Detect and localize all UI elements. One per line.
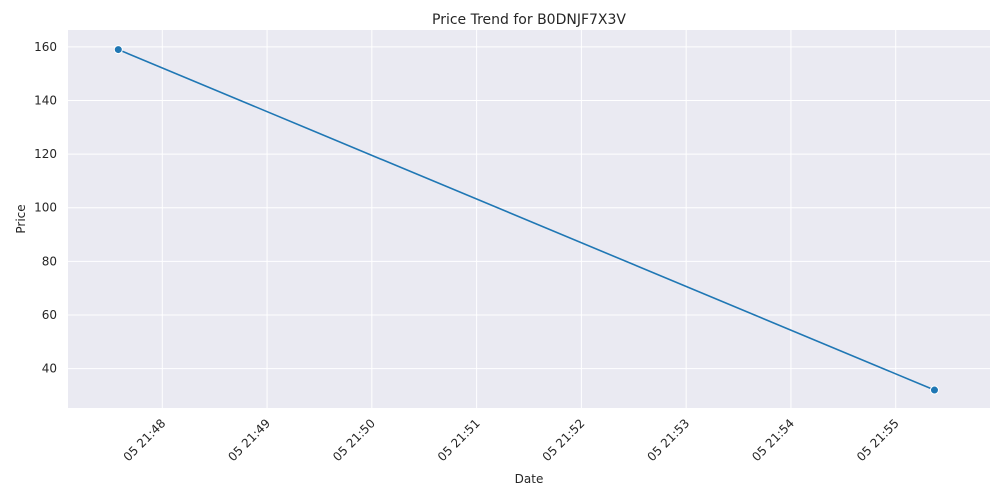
x-tick-label: 05 21:54 [749,416,797,464]
x-tick-labels: 05 21:48 05 21:49 05 21:50 05 21:51 05 21:52… [121,416,902,464]
x-tick-label: 05 21:49 [225,416,273,464]
price-data-point [113,45,123,55]
y-tick-label: 80 [42,254,57,268]
series-layer [113,45,939,395]
y-axis-label: Price [14,204,28,233]
y-tick-label: 120 [34,147,57,161]
x-tick-label: 05 21:51 [435,416,483,464]
y-tick-label: 160 [34,40,57,54]
x-gridlines [161,30,897,408]
x-tick-label: 05 21:55 [854,416,902,464]
x-tick-label: 05 21:48 [121,416,169,464]
y-tick-label: 40 [42,362,57,376]
y-tick-label: 60 [42,308,57,322]
y-gridlines [68,46,990,370]
x-axis-label: Date [515,472,544,486]
y-tick-label: 140 [34,94,57,108]
x-tick-label: 05 21:52 [540,416,588,464]
x-tick-label: 05 21:50 [330,416,378,464]
x-tick-label: 05 21:53 [644,416,692,464]
price-data-point [929,385,939,395]
y-tick-label: 100 [34,201,57,215]
y-tick-labels: 40 60 80 100 120 140 160 [34,40,57,376]
chart-title: Price Trend for B0DNJF7X3V [432,12,626,28]
price-series-line [117,48,935,391]
